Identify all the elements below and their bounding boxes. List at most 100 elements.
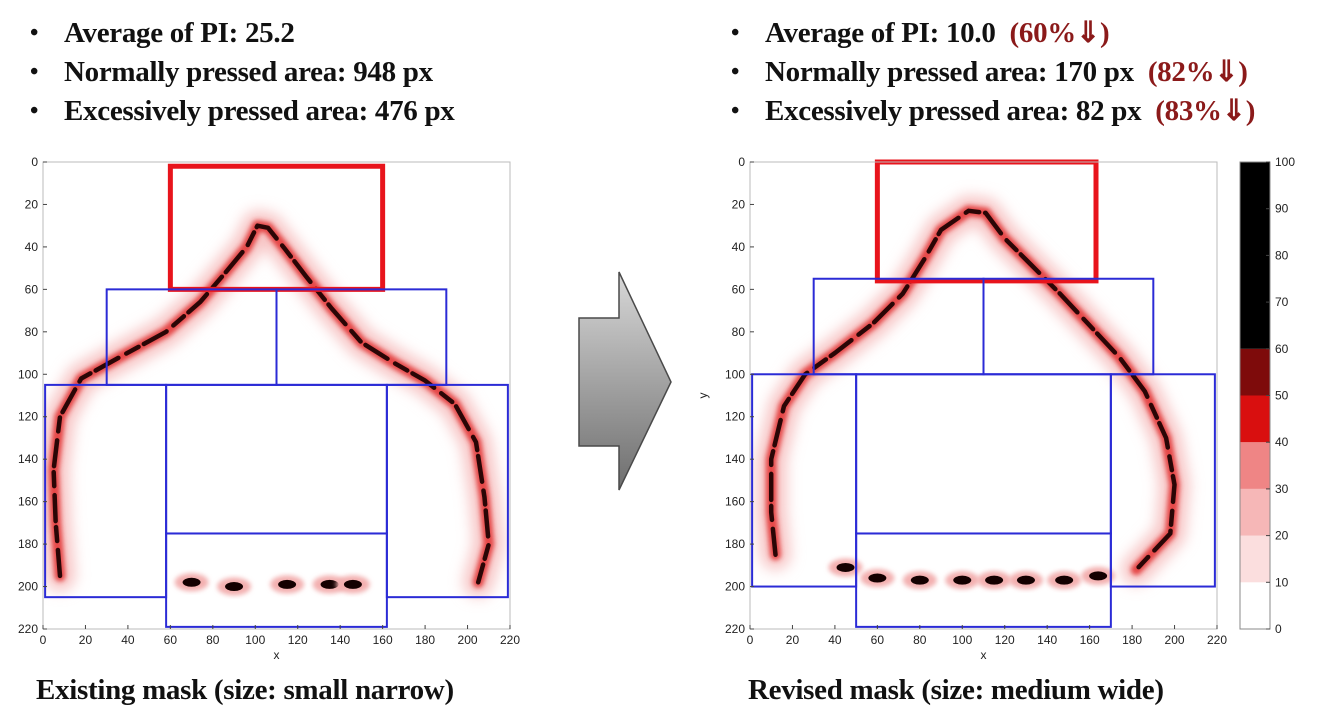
x-tick-label: 20 xyxy=(786,633,800,647)
colorbar-tick-label: 30 xyxy=(1275,482,1289,496)
pressure-blob xyxy=(910,575,929,585)
x-tick-label: 200 xyxy=(1165,633,1185,647)
pressure-blob xyxy=(1089,571,1108,581)
stat-label: Normally pressed area: 170 px xyxy=(765,56,1134,88)
x-tick-label: 180 xyxy=(1122,633,1142,647)
x-tick-label: 40 xyxy=(121,633,135,647)
pressure-colorbar: 0 10 20 30 40 50 60 70 80 90 100 xyxy=(1239,155,1295,636)
stat-label: Normally pressed area: 948 px xyxy=(64,56,433,88)
x-tick-label: 0 xyxy=(747,633,754,647)
y-tick-label: 0 xyxy=(738,155,745,169)
colorbar-band xyxy=(1240,582,1270,629)
stat-label: Excessively pressed area: 82 px xyxy=(765,95,1142,127)
x-tick-label: 160 xyxy=(373,633,393,647)
x-tick-label: 200 xyxy=(458,633,478,647)
colorbar-band xyxy=(1240,488,1270,536)
pressure-map xyxy=(43,210,504,598)
stat-average-pi: Average of PI: 10.0 (60%⇓) xyxy=(731,14,1255,53)
existing-mask-caption: Existing mask (size: small narrow) xyxy=(36,674,454,706)
stat-label: Average of PI: 25.2 xyxy=(64,17,295,49)
pressure-blob xyxy=(953,575,972,585)
x-tick-label: 0 xyxy=(40,633,47,647)
pressure-blob xyxy=(320,579,339,589)
y-tick-label: 120 xyxy=(725,410,745,424)
stat-label: Excessively pressed area: 476 px xyxy=(64,95,455,127)
x-tick-label: 40 xyxy=(828,633,842,647)
y-tick-label: 220 xyxy=(18,622,38,636)
x-tick-label: 220 xyxy=(500,633,520,647)
existing-mask-stats: Average of PI: 25.2 Normally pressed are… xyxy=(30,14,455,131)
pressure-blob xyxy=(182,577,201,587)
stat-excessive-area: Excessively pressed area: 82 px (83%⇓) xyxy=(731,92,1255,131)
y-tick-label: 140 xyxy=(18,452,38,466)
revised-mask-stats: Average of PI: 10.0 (60%⇓) Normally press… xyxy=(731,14,1255,131)
y-tick-label: 120 xyxy=(18,410,38,424)
colorbar-band xyxy=(1240,442,1270,489)
revised-mask-caption: Revised mask (size: medium wide) xyxy=(748,674,1164,706)
x-tick-label: 140 xyxy=(330,633,350,647)
pressure-blob xyxy=(278,579,297,589)
stat-average-pi: Average of PI: 25.2 xyxy=(30,14,454,53)
colorbar-tick-label: 80 xyxy=(1275,248,1289,262)
pressure-core xyxy=(768,208,1177,572)
y-tick-label: 160 xyxy=(725,495,745,509)
y-tick-label: 60 xyxy=(25,282,39,296)
colorbar-band xyxy=(1240,535,1270,583)
x-tick-label: 100 xyxy=(952,633,972,647)
y-tick-label: 180 xyxy=(18,537,38,551)
pressure-blob xyxy=(836,562,855,572)
pressure-core xyxy=(51,223,492,585)
y-axis-label: y xyxy=(696,393,710,399)
mask-zone-box xyxy=(1109,373,1216,588)
y-tick-label: 100 xyxy=(18,367,38,381)
x-tick-label: 60 xyxy=(164,633,178,647)
pressure-blob xyxy=(985,575,1004,585)
colorbar-band xyxy=(1240,348,1270,396)
stat-reduction: (82%⇓) xyxy=(1147,56,1248,88)
stat-label: Average of PI: 10.0 xyxy=(765,17,996,49)
colorbar-tick-label: 90 xyxy=(1275,202,1289,216)
colorbar-tick-label: 40 xyxy=(1275,435,1289,449)
y-tick-label: 0 xyxy=(31,155,38,169)
x-axis-label: x xyxy=(274,648,280,662)
right-arrow-icon xyxy=(578,271,672,491)
x-tick-label: 180 xyxy=(415,633,435,647)
y-tick-label: 100 xyxy=(725,367,745,381)
x-tick-label: 120 xyxy=(995,633,1015,647)
y-tick-label: 200 xyxy=(18,580,38,594)
x-tick-label: 60 xyxy=(871,633,885,647)
y-tick-label: 220 xyxy=(725,622,745,636)
stat-reduction: (60%⇓) xyxy=(1009,17,1110,49)
x-tick-label: 80 xyxy=(913,633,927,647)
pressure-blob xyxy=(225,582,244,592)
y-tick-label: 140 xyxy=(725,452,745,466)
x-tick-label: 80 xyxy=(206,633,220,647)
x-tick-label: 20 xyxy=(79,633,93,647)
pressure-blob xyxy=(1055,575,1074,585)
y-tick-label: 60 xyxy=(732,282,746,296)
y-tick-label: 160 xyxy=(18,495,38,509)
stat-normal-area: Normally pressed area: 948 px xyxy=(30,53,454,92)
colorbar-tick-label: 100 xyxy=(1275,155,1295,169)
x-tick-label: 220 xyxy=(1207,633,1227,647)
pressure-blob xyxy=(343,579,362,589)
x-tick-label: 160 xyxy=(1080,633,1100,647)
colorbar-band xyxy=(1240,162,1270,349)
colorbar-band xyxy=(1240,395,1270,443)
x-tick-label: 140 xyxy=(1037,633,1057,647)
pressure-map xyxy=(756,195,1190,590)
colorbar-tick-label: 60 xyxy=(1275,342,1289,356)
y-tick-label: 180 xyxy=(725,537,745,551)
colorbar-tick-label: 50 xyxy=(1275,389,1289,403)
colorbar-tick-label: 70 xyxy=(1275,295,1289,309)
colorbar-tick-label: 0 xyxy=(1275,622,1282,636)
pressure-blob xyxy=(868,573,887,583)
mask-zone-box xyxy=(385,383,509,599)
y-tick-label: 80 xyxy=(25,325,39,339)
mask-zone-box xyxy=(165,532,388,628)
y-tick-label: 20 xyxy=(732,197,746,211)
axes-frame xyxy=(42,161,511,630)
revised-mask-heatmap: 0 20 40 60 80 100 120 140 160 180 200 2200204060801… xyxy=(696,155,1227,662)
stat-excessive-area: Excessively pressed area: 476 px xyxy=(30,92,455,131)
y-tick-label: 20 xyxy=(25,197,39,211)
